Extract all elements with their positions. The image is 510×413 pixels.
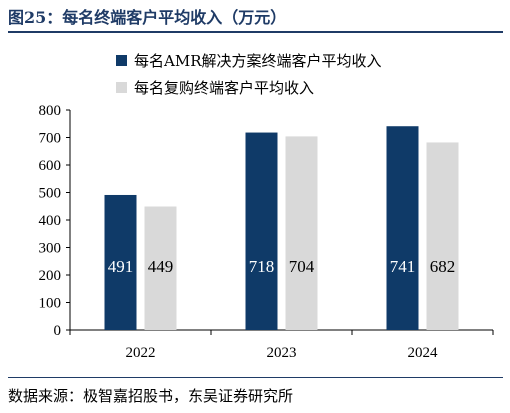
y-tick-label: 500 [39, 186, 62, 202]
x-tick-label: 2022 [126, 345, 156, 361]
title-divider [8, 31, 503, 33]
bar-2024-s2 [426, 142, 459, 330]
source-note: 数据来源：极智嘉招股书，东吴证券研究所 [8, 387, 294, 405]
bar-2023-s1 [245, 132, 278, 330]
y-tick-label: 800 [39, 103, 62, 119]
data-labels: 491 449 718 704 741 682 [108, 257, 456, 276]
bar-2023-s2 [285, 136, 318, 330]
data-label-2023-s2: 704 [289, 257, 315, 276]
bars [104, 126, 459, 330]
figure-title: 图25：每名终端客户平均收入（万元） [8, 8, 287, 27]
y-axis: 0 100 200 300 400 500 600 700 800 [39, 103, 71, 339]
data-label-2022-s1: 491 [108, 257, 134, 276]
data-label-2022-s2: 449 [148, 257, 174, 276]
legend-label-2: 每名复购终端客户平均收入 [134, 79, 314, 97]
y-tick-label: 700 [39, 131, 62, 147]
y-tick-label: 600 [39, 158, 62, 174]
data-label-2024-s1: 741 [390, 257, 416, 276]
y-tick-label: 200 [39, 268, 62, 284]
x-tick-label: 2024 [408, 345, 439, 361]
bar-2022-s1 [104, 194, 137, 330]
source-divider [8, 377, 503, 378]
x-tick-label: 2023 [267, 345, 297, 361]
x-axis: 2022 2023 2024 [69, 329, 494, 361]
legend-label-1: 每名AMR解决方案终端客户平均收入 [134, 52, 382, 70]
y-tick-label: 400 [39, 213, 62, 229]
y-tick-label: 0 [54, 323, 62, 339]
data-label-2024-s2: 682 [430, 257, 456, 276]
legend-swatch-1 [116, 55, 127, 66]
bar-2024-s1 [386, 126, 419, 330]
y-tick-label: 300 [39, 241, 62, 257]
y-tick-label: 100 [39, 296, 62, 312]
legend-swatch-2 [116, 82, 127, 93]
data-label-2023-s1: 718 [249, 257, 275, 276]
bar-2022-s2 [144, 206, 177, 330]
